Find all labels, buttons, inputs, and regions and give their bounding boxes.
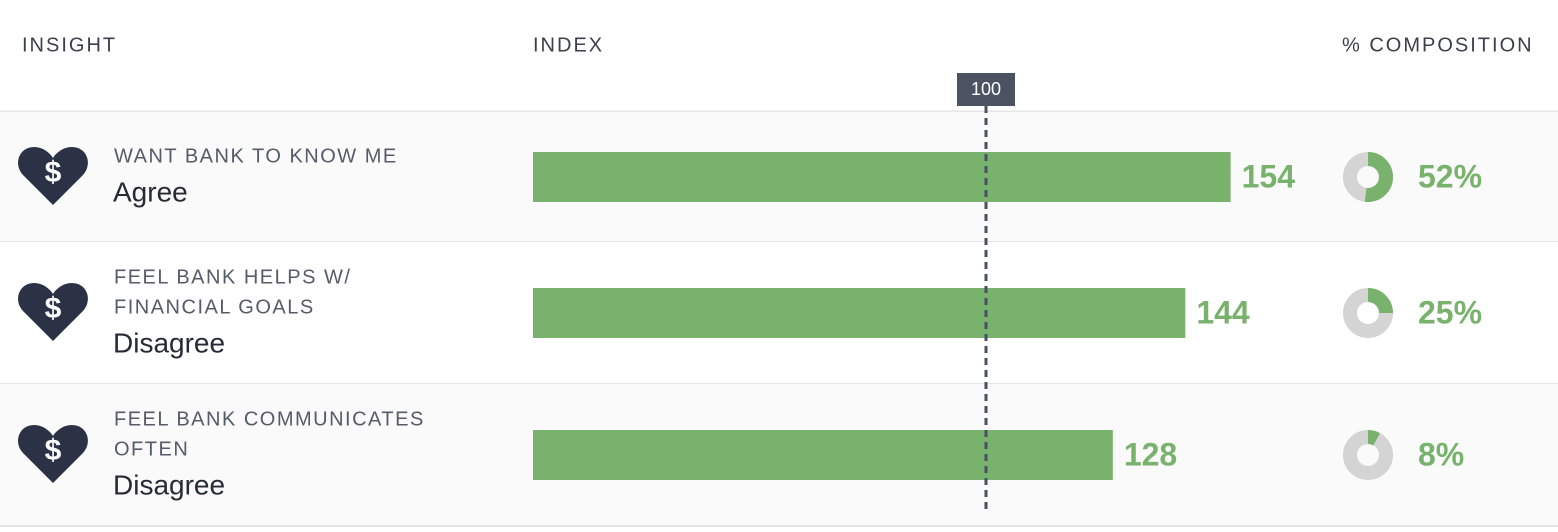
answer: Disagree [113, 469, 225, 500]
question: OFTEN [114, 438, 189, 460]
heart-icon: $ [18, 147, 88, 205]
header-index: INDEX [533, 34, 604, 56]
rows: $ WANT BANK TO KNOW ME Agree 154 52% $ FEEL BA… [0, 112, 1558, 527]
dollar-sign: $ [45, 434, 62, 467]
question: FINANCIAL GOALS [114, 296, 315, 318]
reference-badge [957, 73, 1015, 106]
dollar-sign: $ [45, 292, 62, 325]
question: FEEL BANK HELPS W/ [114, 266, 351, 288]
donut-arc [1343, 430, 1393, 480]
donut-arc [1343, 152, 1393, 202]
heart-shape [18, 425, 88, 483]
index-label: 154 [1242, 158, 1296, 194]
heart-icon: $ [18, 425, 88, 483]
question: FEEL BANK COMMUNICATES [114, 408, 425, 430]
index-label: 128 [1124, 436, 1177, 472]
composition-label: 8% [1418, 436, 1464, 472]
answer: Agree [113, 176, 188, 207]
reference-label: 100 [971, 79, 1001, 99]
header-composition: % COMPOSITION [1342, 34, 1534, 56]
donut-arc [1343, 288, 1393, 338]
index-bar [533, 288, 1186, 338]
dollar-sign: $ [45, 156, 62, 189]
index-bar [533, 430, 1113, 480]
answer: Disagree [113, 327, 225, 358]
composition-label: 25% [1418, 294, 1482, 330]
index-label: 144 [1196, 294, 1250, 330]
heart-shape [18, 147, 88, 205]
composition-label: 52% [1418, 158, 1482, 194]
heart-icon: $ [18, 283, 88, 341]
heart-shape [18, 283, 88, 341]
index-bar [533, 152, 1231, 202]
header-insight: INSIGHT [22, 34, 117, 56]
question: WANT BANK TO KNOW ME [114, 145, 398, 167]
reference: 100 [957, 73, 1015, 510]
